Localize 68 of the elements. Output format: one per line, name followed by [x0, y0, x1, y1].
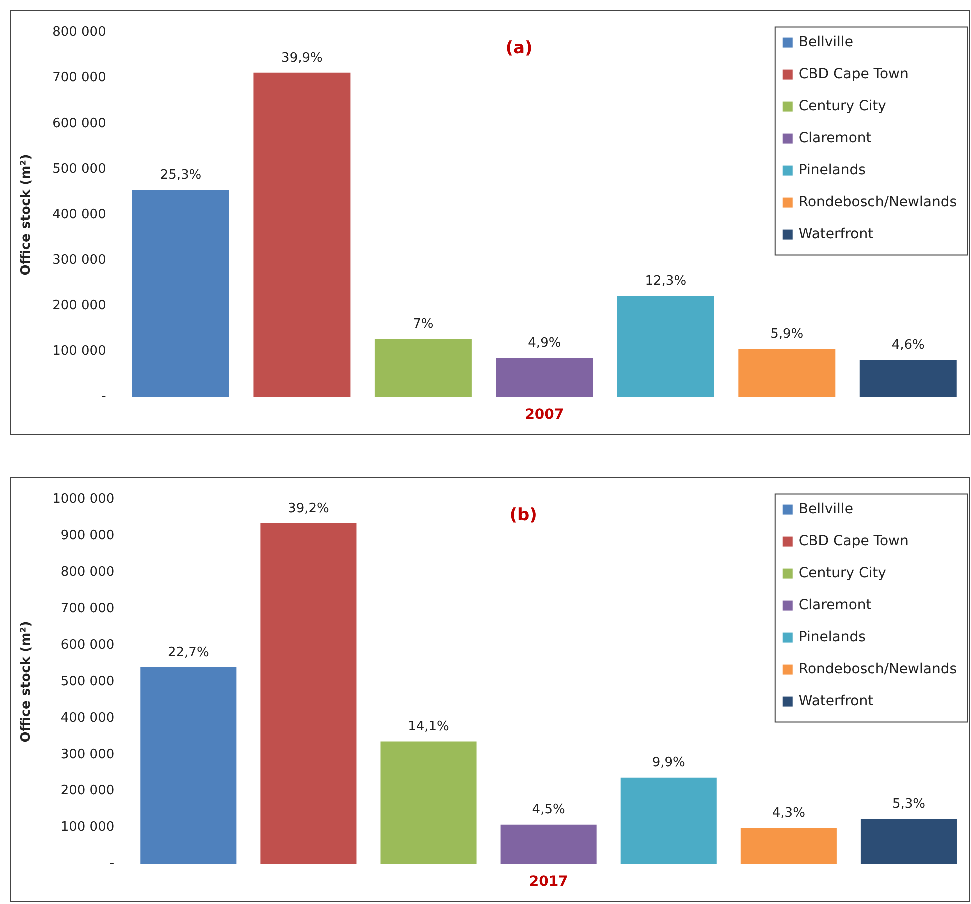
y-axis-title: Office stock (m²) [19, 621, 34, 743]
annotation: 39,9% [282, 50, 323, 66]
annotation: 5,3% [892, 796, 926, 812]
annotation: 7% [413, 317, 434, 332]
x-axis-title: 2007 [525, 407, 564, 424]
bar [860, 819, 957, 864]
bar [617, 296, 714, 398]
bar [496, 358, 594, 398]
bar [740, 828, 837, 864]
annotation: 22,7% [168, 645, 210, 660]
legend-label: Claremont [798, 130, 872, 146]
bar [500, 824, 597, 864]
y-tick-label: - [110, 856, 115, 872]
y-tick-label: 500 000 [52, 162, 106, 177]
bar [738, 349, 836, 398]
y-tick-label: 800 000 [52, 25, 106, 40]
y-tick-label: 200 000 [60, 784, 115, 799]
y-tick-label: 100 000 [52, 344, 106, 360]
legend-label: CBD Cape Town [798, 533, 909, 550]
y-tick-label: 200 000 [52, 298, 106, 314]
legend-label: Waterfront [798, 226, 874, 242]
bar [860, 360, 957, 398]
chart-title: (b) [510, 506, 538, 526]
annotation: 4,3% [772, 806, 806, 821]
y-tick-label: 400 000 [52, 207, 106, 222]
y-tick-label: - [102, 390, 107, 405]
y-tick-label: 500 000 [60, 674, 115, 690]
legend-label: Century City [798, 98, 886, 114]
legend-label: Pinelands [798, 162, 866, 178]
legend-label: Rondebosch/Newlands [798, 661, 958, 678]
annotation: 9,9% [652, 756, 686, 771]
y-tick-label: 800 000 [60, 565, 115, 580]
y-tick-label: 700 000 [60, 601, 115, 616]
annotation: 4,9% [528, 336, 562, 351]
y-axis-title: Office stock (m²) [19, 154, 34, 276]
bar [260, 523, 357, 864]
bar [132, 190, 230, 398]
legend-label: Bellville [798, 501, 854, 518]
annotation: 14,1% [408, 720, 450, 735]
legend-label: Pinelands [798, 629, 866, 646]
annotation: 5,9% [770, 327, 804, 342]
bar [140, 667, 237, 864]
annotation: 39,2% [288, 501, 330, 516]
y-tick-label: 900 000 [60, 528, 115, 544]
y-tick-label: 400 000 [60, 710, 115, 726]
bar [620, 778, 717, 864]
y-tick-label: 1000 000 [52, 492, 115, 508]
legend-label: CBD Cape Town [798, 66, 909, 82]
bar [374, 339, 472, 398]
annotation: 4,5% [532, 802, 566, 818]
legend-label: Century City [798, 565, 886, 582]
legend-label: Waterfront [798, 693, 874, 710]
y-tick-label: 700 000 [52, 70, 106, 86]
legend-label: Rondebosch/Newlands [798, 194, 958, 210]
y-tick-label: 300 000 [52, 252, 106, 268]
chart-title: (a) [506, 38, 533, 59]
y-tick-label: 300 000 [60, 747, 115, 762]
y-tick-label: 100 000 [60, 820, 115, 836]
annotation: 25,3% [160, 168, 202, 183]
x-axis-title: 2017 [529, 874, 568, 890]
legend-label: Claremont [798, 597, 872, 614]
bar [380, 742, 477, 864]
annotation: 12,3% [645, 274, 687, 289]
legend-label: Bellville [798, 34, 854, 50]
annotation: 4,6% [892, 338, 925, 354]
y-tick-label: 600 000 [52, 116, 106, 132]
bar [254, 72, 351, 398]
y-tick-label: 600 000 [60, 638, 115, 653]
